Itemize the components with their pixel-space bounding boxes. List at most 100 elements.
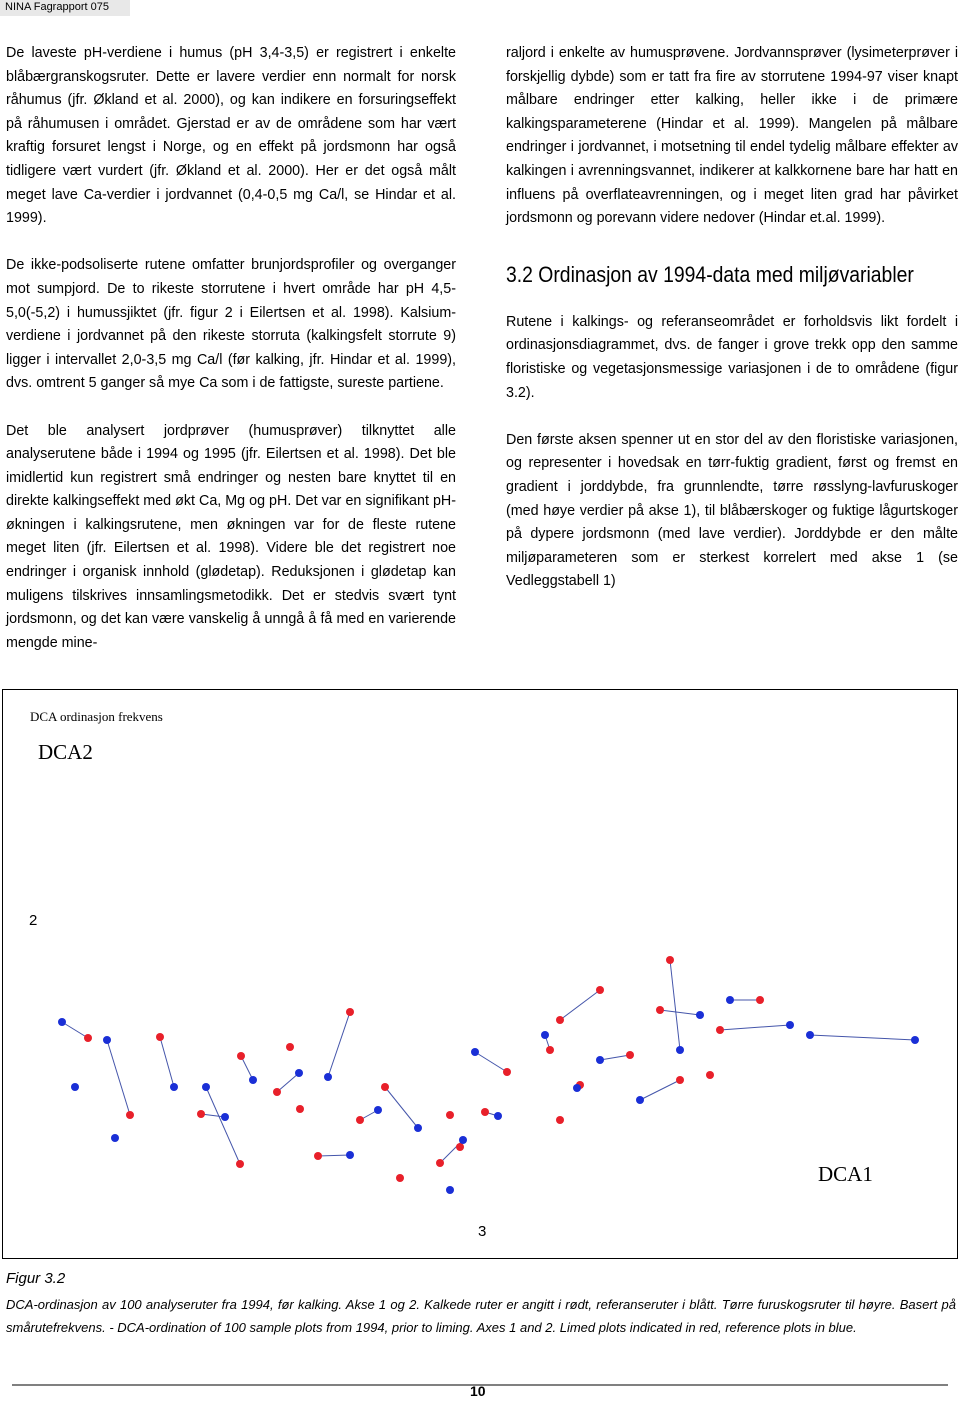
paragraph: Det ble analysert jordprøver (humusprøve…	[6, 422, 456, 651]
limed-plot	[84, 1034, 92, 1042]
reference-plot	[636, 1096, 644, 1104]
reference-plot	[459, 1136, 467, 1144]
limed-plot	[396, 1174, 404, 1182]
reference-plot	[541, 1031, 549, 1039]
limed-plot	[446, 1111, 454, 1119]
limed-plot	[556, 1016, 564, 1024]
reference-plot	[324, 1073, 332, 1081]
reference-plot	[202, 1083, 210, 1091]
link	[474, 1051, 508, 1073]
limed-plot	[546, 1046, 554, 1054]
limed-plot	[296, 1105, 304, 1113]
link	[384, 1086, 419, 1129]
limed-plot	[356, 1116, 364, 1124]
link	[659, 1009, 701, 1016]
reference-plot	[786, 1021, 794, 1029]
reference-plot	[726, 996, 734, 1004]
reference-plot	[221, 1113, 229, 1121]
link	[61, 1021, 89, 1039]
section-heading: 3.2 Ordinasjon av 1994-data med miljøvar…	[506, 261, 914, 287]
reference-plot	[806, 1031, 814, 1039]
reference-plot	[111, 1134, 119, 1142]
figure-title: DCA ordinasjon frekvens	[30, 709, 163, 724]
link	[599, 1054, 631, 1061]
paragraph: De ikke-podsoliserte rutene omfatter bru…	[6, 257, 456, 392]
reference-plot	[249, 1076, 257, 1084]
link	[559, 989, 601, 1021]
limed-plot	[156, 1033, 164, 1041]
page-number: 10	[470, 1383, 486, 1399]
limed-plot	[286, 1043, 294, 1051]
reference-plot	[596, 1056, 604, 1064]
link	[159, 1036, 175, 1088]
reference-plot	[573, 1084, 581, 1092]
reference-plot	[295, 1069, 303, 1077]
link	[317, 1154, 351, 1157]
limed-plot	[197, 1110, 205, 1118]
header-bar	[0, 0, 130, 16]
limed-plot	[716, 1026, 724, 1034]
link	[327, 1011, 351, 1078]
link	[240, 1055, 254, 1081]
y-tick-label: 2	[29, 912, 38, 929]
reference-plot	[71, 1083, 79, 1091]
link	[276, 1072, 300, 1093]
link	[205, 1086, 241, 1165]
limed-plot	[314, 1152, 322, 1160]
header-title: NINA Fagrapport 075	[5, 1, 109, 13]
reference-plot	[494, 1112, 502, 1120]
caption-text: DCA-ordinasjon av 100 analyseruter fra 1…	[6, 1297, 956, 1335]
reference-plot	[374, 1106, 382, 1114]
right-column: raljord i enkelte av humusprøvene. Jordv…	[506, 42, 958, 617]
x-tick-label: 3	[478, 1223, 487, 1240]
link	[809, 1034, 916, 1041]
limed-plot	[676, 1076, 684, 1084]
reference-plot	[696, 1011, 704, 1019]
limed-plot	[556, 1116, 564, 1124]
limed-plot	[381, 1083, 389, 1091]
limed-plots	[84, 956, 764, 1182]
reference-plot	[103, 1036, 111, 1044]
limed-plot	[236, 1160, 244, 1168]
limed-plot	[656, 1006, 664, 1014]
reference-plot	[170, 1083, 178, 1091]
reference-plot	[676, 1046, 684, 1054]
reference-plot	[911, 1036, 919, 1044]
plot-links	[61, 959, 916, 1165]
reference-plot	[58, 1018, 66, 1026]
link	[106, 1039, 131, 1116]
limed-plot	[596, 986, 604, 994]
reference-plot	[446, 1186, 454, 1194]
reference-plots	[58, 996, 919, 1194]
limed-plot	[346, 1008, 354, 1016]
limed-plot	[756, 996, 764, 1004]
link	[719, 1024, 791, 1031]
reference-plot	[471, 1048, 479, 1056]
paragraph: raljord i enkelte av humusprøvene. Jordv…	[506, 45, 958, 227]
limed-plot	[237, 1052, 245, 1060]
paragraph: Rutene i kalkings- og referanseområdet e…	[506, 313, 958, 401]
limed-plot	[706, 1071, 714, 1079]
reference-plot	[414, 1124, 422, 1132]
y-axis-label: DCA2	[38, 740, 93, 764]
reference-plot	[346, 1151, 354, 1159]
limed-plot	[273, 1088, 281, 1096]
link	[639, 1079, 681, 1101]
limed-plot	[126, 1111, 134, 1119]
x-axis-label: DCA1	[818, 1162, 873, 1186]
limed-plot	[481, 1108, 489, 1116]
figure-box	[2, 689, 958, 1259]
limed-plot	[626, 1051, 634, 1059]
caption-label: Figur 3.2	[6, 1270, 66, 1287]
link	[669, 959, 681, 1051]
link	[200, 1113, 226, 1118]
limed-plot	[456, 1143, 464, 1151]
limed-plot	[436, 1159, 444, 1167]
limed-plot	[666, 956, 674, 964]
paragraph: Den første aksen spenner ut en stor del …	[506, 431, 958, 590]
left-column: De laveste pH-verdiene i humus (pH 3,4-3…	[6, 42, 456, 679]
limed-plot	[503, 1068, 511, 1076]
paragraph: De laveste pH-verdiene i humus (pH 3,4-3…	[6, 45, 456, 227]
